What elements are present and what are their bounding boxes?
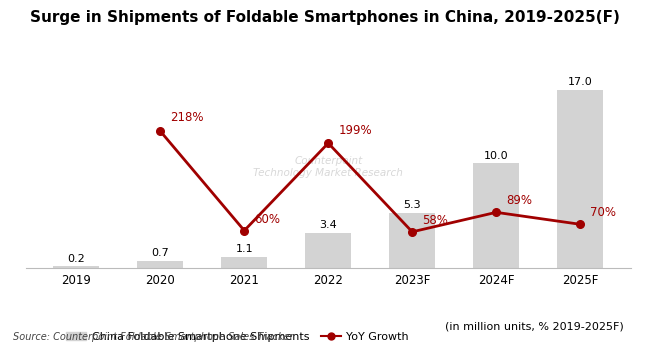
Text: Counterpoint
Technology Market Research: Counterpoint Technology Market Research [254,156,403,178]
Text: 5.3: 5.3 [404,200,421,210]
Text: 70%: 70% [590,206,616,219]
Text: Surge in Shipments of Foldable Smartphones in China, 2019-2025(F): Surge in Shipments of Foldable Smartphon… [30,10,620,25]
Text: 60%: 60% [254,213,280,226]
Text: 0.2: 0.2 [68,254,85,264]
Text: 199%: 199% [339,124,372,137]
Text: Source: Counterpoint Foldable Smartphone Sales Tracker: Source: Counterpoint Foldable Smartphone… [13,332,294,342]
Text: 10.0: 10.0 [484,151,508,161]
Text: 218%: 218% [170,111,204,123]
Bar [137,261,183,268]
Text: (in million units, % 2019-2025F): (in million units, % 2019-2025F) [445,321,624,331]
Text: 17.0: 17.0 [567,77,593,87]
Text: 58%: 58% [422,214,448,227]
Bar [305,233,352,268]
Bar [473,163,519,268]
Text: 3.4: 3.4 [319,220,337,230]
Bar [389,213,436,268]
Legend: China Foldable Smartphone Shipments, YoY Growth: China Foldable Smartphone Shipments, YoY… [62,327,413,344]
Text: 89%: 89% [506,194,532,207]
Text: 0.7: 0.7 [151,248,169,258]
Text: 1.1: 1.1 [235,244,253,254]
Bar [557,90,603,268]
Bar [221,257,267,268]
Bar [53,266,99,268]
